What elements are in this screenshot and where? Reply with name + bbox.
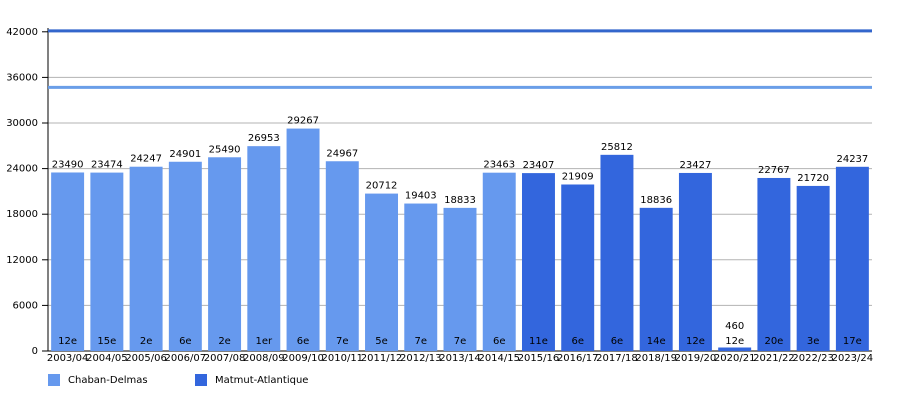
data-label: 29267 [287,116,319,127]
rank-label: 2e [218,336,231,347]
x-tick-label: 2013/14 [439,353,481,364]
rank-label: 6e [493,336,506,347]
data-label: 23490 [52,159,84,170]
rank-label: 15e [97,336,116,347]
bar [168,161,202,351]
bar [521,173,555,351]
rank-label: 7e [415,336,428,347]
rank-label: 12e [725,336,744,347]
bar [639,207,673,351]
rank-label: 6e [297,336,310,347]
y-tick-label: 0 [32,346,38,357]
x-tick-label: 2012/13 [400,353,442,364]
rank-label: 1er [255,336,273,347]
data-label: 19403 [405,191,437,202]
data-label: 24967 [326,148,358,159]
bar [757,177,791,351]
data-label: 23427 [680,160,712,171]
x-tick-label: 2005/06 [125,353,167,364]
x-tick-label: 2020/21 [714,353,756,364]
rank-label: 12e [58,336,77,347]
legend-swatch [195,374,207,386]
x-tick-label: 2003/04 [47,353,89,364]
bar [208,157,242,351]
data-label: 23474 [91,160,123,171]
y-tick-label: 42000 [6,27,38,38]
bar [365,193,399,351]
y-tick-label: 36000 [6,72,38,83]
y-tick-label: 6000 [13,300,38,311]
rank-label: 2e [140,336,153,347]
x-tick-label: 2014/15 [478,353,520,364]
legend-swatch [48,374,60,386]
x-tick-label: 2018/19 [635,353,677,364]
rank-label: 12e [686,336,705,347]
data-label: 18836 [640,195,672,206]
bar [90,172,124,351]
x-tick-label: 2016/17 [557,353,599,364]
x-tick-label: 2006/07 [165,353,207,364]
data-label: 25812 [601,142,633,153]
x-tick-label: 2022/23 [792,353,834,364]
rank-label: 7e [336,336,349,347]
legend-label: Chaban-Delmas [68,375,148,386]
data-label: 24237 [836,154,868,165]
x-tick-label: 2017/18 [596,353,638,364]
data-label: 21909 [562,171,594,182]
data-label: 23407 [523,160,555,171]
x-tick-label: 2019/20 [675,353,717,364]
bar [678,172,712,351]
x-tick-label: 2011/12 [361,353,403,364]
bar [129,166,163,351]
rank-label: 6e [179,336,192,347]
x-tick-label: 2023/24 [832,353,874,364]
bar [835,166,869,351]
rank-label: 6e [611,336,624,347]
x-tick-label: 2015/16 [518,353,560,364]
bar [796,185,830,351]
bar [247,146,281,351]
x-tick-label: 2009/10 [282,353,324,364]
x-tick-label: 2010/11 [322,353,364,364]
data-label: 20712 [366,181,398,192]
bar [443,207,477,351]
bar [600,154,634,351]
y-tick-label: 24000 [6,164,38,175]
data-label: 26953 [248,133,280,144]
data-label: 25490 [209,144,241,155]
legend-label: Matmut-Atlantique [215,375,308,386]
y-tick-label: 18000 [6,209,38,220]
y-tick-label: 30000 [6,118,38,129]
x-tick-label: 2008/09 [243,353,285,364]
bar [561,184,595,351]
rank-label: 11e [529,336,548,347]
rank-label: 7e [454,336,467,347]
x-tick-label: 2004/05 [86,353,128,364]
bar [404,203,438,351]
rank-label: 3e [807,336,820,347]
data-label: 22767 [758,165,790,176]
rank-label: 20e [764,336,783,347]
y-tick-label: 12000 [6,255,38,266]
data-label: 24247 [130,154,162,165]
rank-label: 17e [843,336,862,347]
data-label: 21720 [797,173,829,184]
rank-label: 14e [647,336,666,347]
x-tick-label: 2021/22 [753,353,795,364]
bar [51,172,85,351]
bar [325,161,359,351]
rank-label: 5e [375,336,388,347]
bar [482,172,516,351]
bar [718,347,752,351]
data-label: 18833 [444,195,476,206]
data-label: 23463 [483,160,515,171]
data-label: 24901 [169,149,201,160]
rank-label: 6e [571,336,584,347]
x-tick-label: 2007/08 [204,353,246,364]
data-label: 460 [725,321,744,332]
bar [286,128,320,351]
